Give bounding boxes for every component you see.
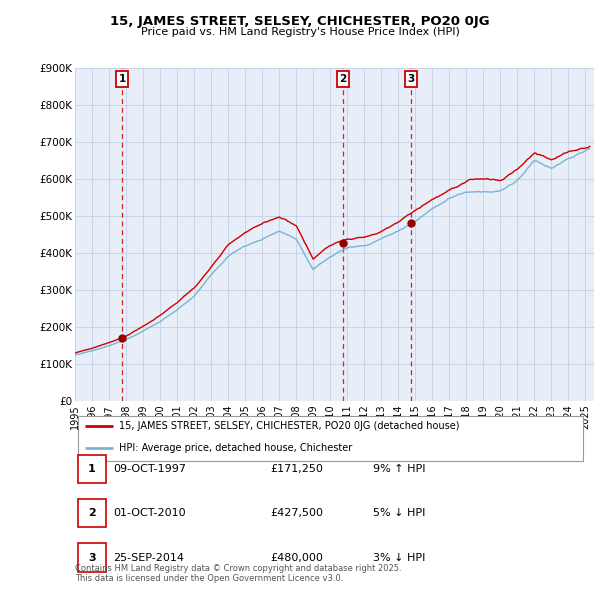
Text: 2: 2 — [88, 509, 95, 518]
FancyBboxPatch shape — [77, 499, 106, 527]
FancyBboxPatch shape — [77, 543, 106, 572]
Text: 3: 3 — [88, 553, 95, 562]
Text: £171,250: £171,250 — [270, 464, 323, 474]
Text: 1: 1 — [119, 74, 126, 84]
Text: Contains HM Land Registry data © Crown copyright and database right 2025.
This d: Contains HM Land Registry data © Crown c… — [75, 563, 401, 583]
Text: £427,500: £427,500 — [270, 509, 323, 518]
Text: 3% ↓ HPI: 3% ↓ HPI — [373, 553, 425, 562]
Text: 5% ↓ HPI: 5% ↓ HPI — [373, 509, 425, 518]
Text: Price paid vs. HM Land Registry's House Price Index (HPI): Price paid vs. HM Land Registry's House … — [140, 27, 460, 37]
FancyBboxPatch shape — [77, 455, 106, 483]
Text: 2: 2 — [340, 74, 347, 84]
Text: 9% ↑ HPI: 9% ↑ HPI — [373, 464, 425, 474]
Text: £480,000: £480,000 — [270, 553, 323, 562]
Text: 09-OCT-1997: 09-OCT-1997 — [113, 464, 187, 474]
Text: HPI: Average price, detached house, Chichester: HPI: Average price, detached house, Chic… — [119, 443, 352, 453]
Text: 15, JAMES STREET, SELSEY, CHICHESTER, PO20 0JG (detached house): 15, JAMES STREET, SELSEY, CHICHESTER, PO… — [119, 421, 459, 431]
Text: 1: 1 — [88, 464, 95, 474]
FancyBboxPatch shape — [77, 415, 583, 461]
Text: 3: 3 — [407, 74, 415, 84]
Text: 25-SEP-2014: 25-SEP-2014 — [113, 553, 184, 562]
Text: 15, JAMES STREET, SELSEY, CHICHESTER, PO20 0JG: 15, JAMES STREET, SELSEY, CHICHESTER, PO… — [110, 15, 490, 28]
Text: 01-OCT-2010: 01-OCT-2010 — [113, 509, 186, 518]
